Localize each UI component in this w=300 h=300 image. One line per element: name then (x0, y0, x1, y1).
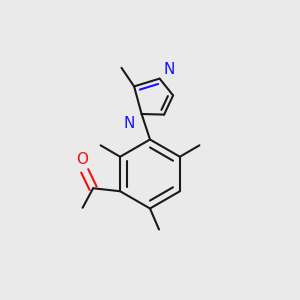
Text: N: N (163, 62, 175, 77)
Text: O: O (76, 152, 88, 167)
Text: N: N (124, 116, 135, 131)
